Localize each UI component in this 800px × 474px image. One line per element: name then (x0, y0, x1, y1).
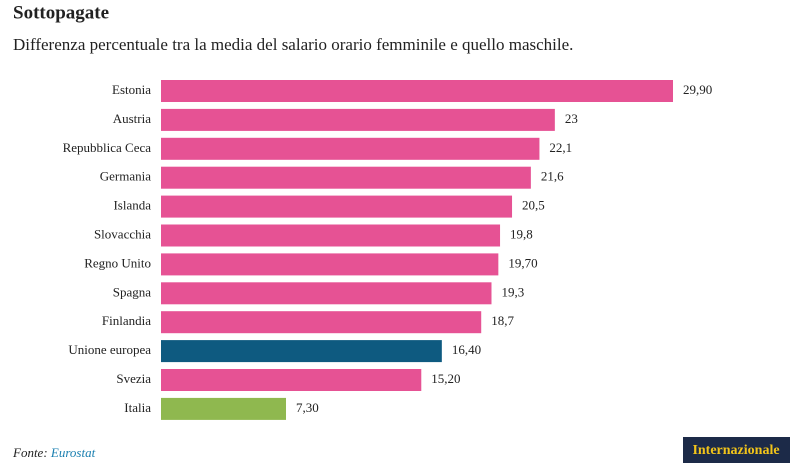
chart-subtitle: Differenza percentuale tra la media del … (13, 35, 573, 54)
value-label: 18,7 (491, 313, 514, 328)
category-label: Slovacchia (94, 226, 151, 241)
category-label: Unione europea (68, 342, 151, 357)
bar (161, 369, 422, 391)
value-label: 15,20 (431, 371, 460, 386)
value-label: 19,3 (501, 284, 524, 299)
source-link[interactable]: Eurostat (50, 445, 96, 460)
category-label: Regno Unito (84, 255, 151, 270)
value-label: 19,70 (508, 255, 537, 270)
bar (161, 80, 673, 102)
category-label: Islanda (113, 198, 151, 213)
value-label: 23 (565, 111, 578, 126)
bar (161, 397, 287, 420)
value-label: 22,1 (549, 140, 572, 155)
value-label: 29,90 (683, 82, 712, 97)
value-label: 16,40 (452, 342, 481, 357)
bar (161, 166, 531, 189)
category-label: Repubblica Ceca (63, 140, 152, 155)
bar (161, 340, 442, 363)
bar (161, 224, 501, 247)
source-label: Fonte: Eurostat (12, 445, 96, 460)
bar (161, 253, 499, 276)
bar (161, 137, 540, 160)
category-label: Germania (100, 169, 151, 184)
source-prefix: Fonte: (12, 445, 48, 460)
bar (161, 195, 513, 218)
bar (161, 108, 555, 131)
category-label: Italia (124, 400, 151, 415)
chart-title: Sottopagate (13, 2, 109, 23)
category-label: Austria (113, 111, 152, 126)
category-label: Estonia (112, 82, 151, 97)
bar (161, 282, 492, 305)
value-label: 7,30 (296, 400, 319, 415)
logo-box (683, 437, 790, 463)
bar (161, 311, 482, 334)
value-label: 21,6 (541, 169, 564, 184)
category-label: Svezia (116, 371, 151, 386)
value-label: 20,5 (522, 198, 545, 213)
logo: Internazionale (692, 443, 779, 458)
value-label: 19,8 (510, 226, 533, 241)
category-label: Spagna (113, 284, 152, 299)
category-label: Finlandia (102, 313, 151, 328)
